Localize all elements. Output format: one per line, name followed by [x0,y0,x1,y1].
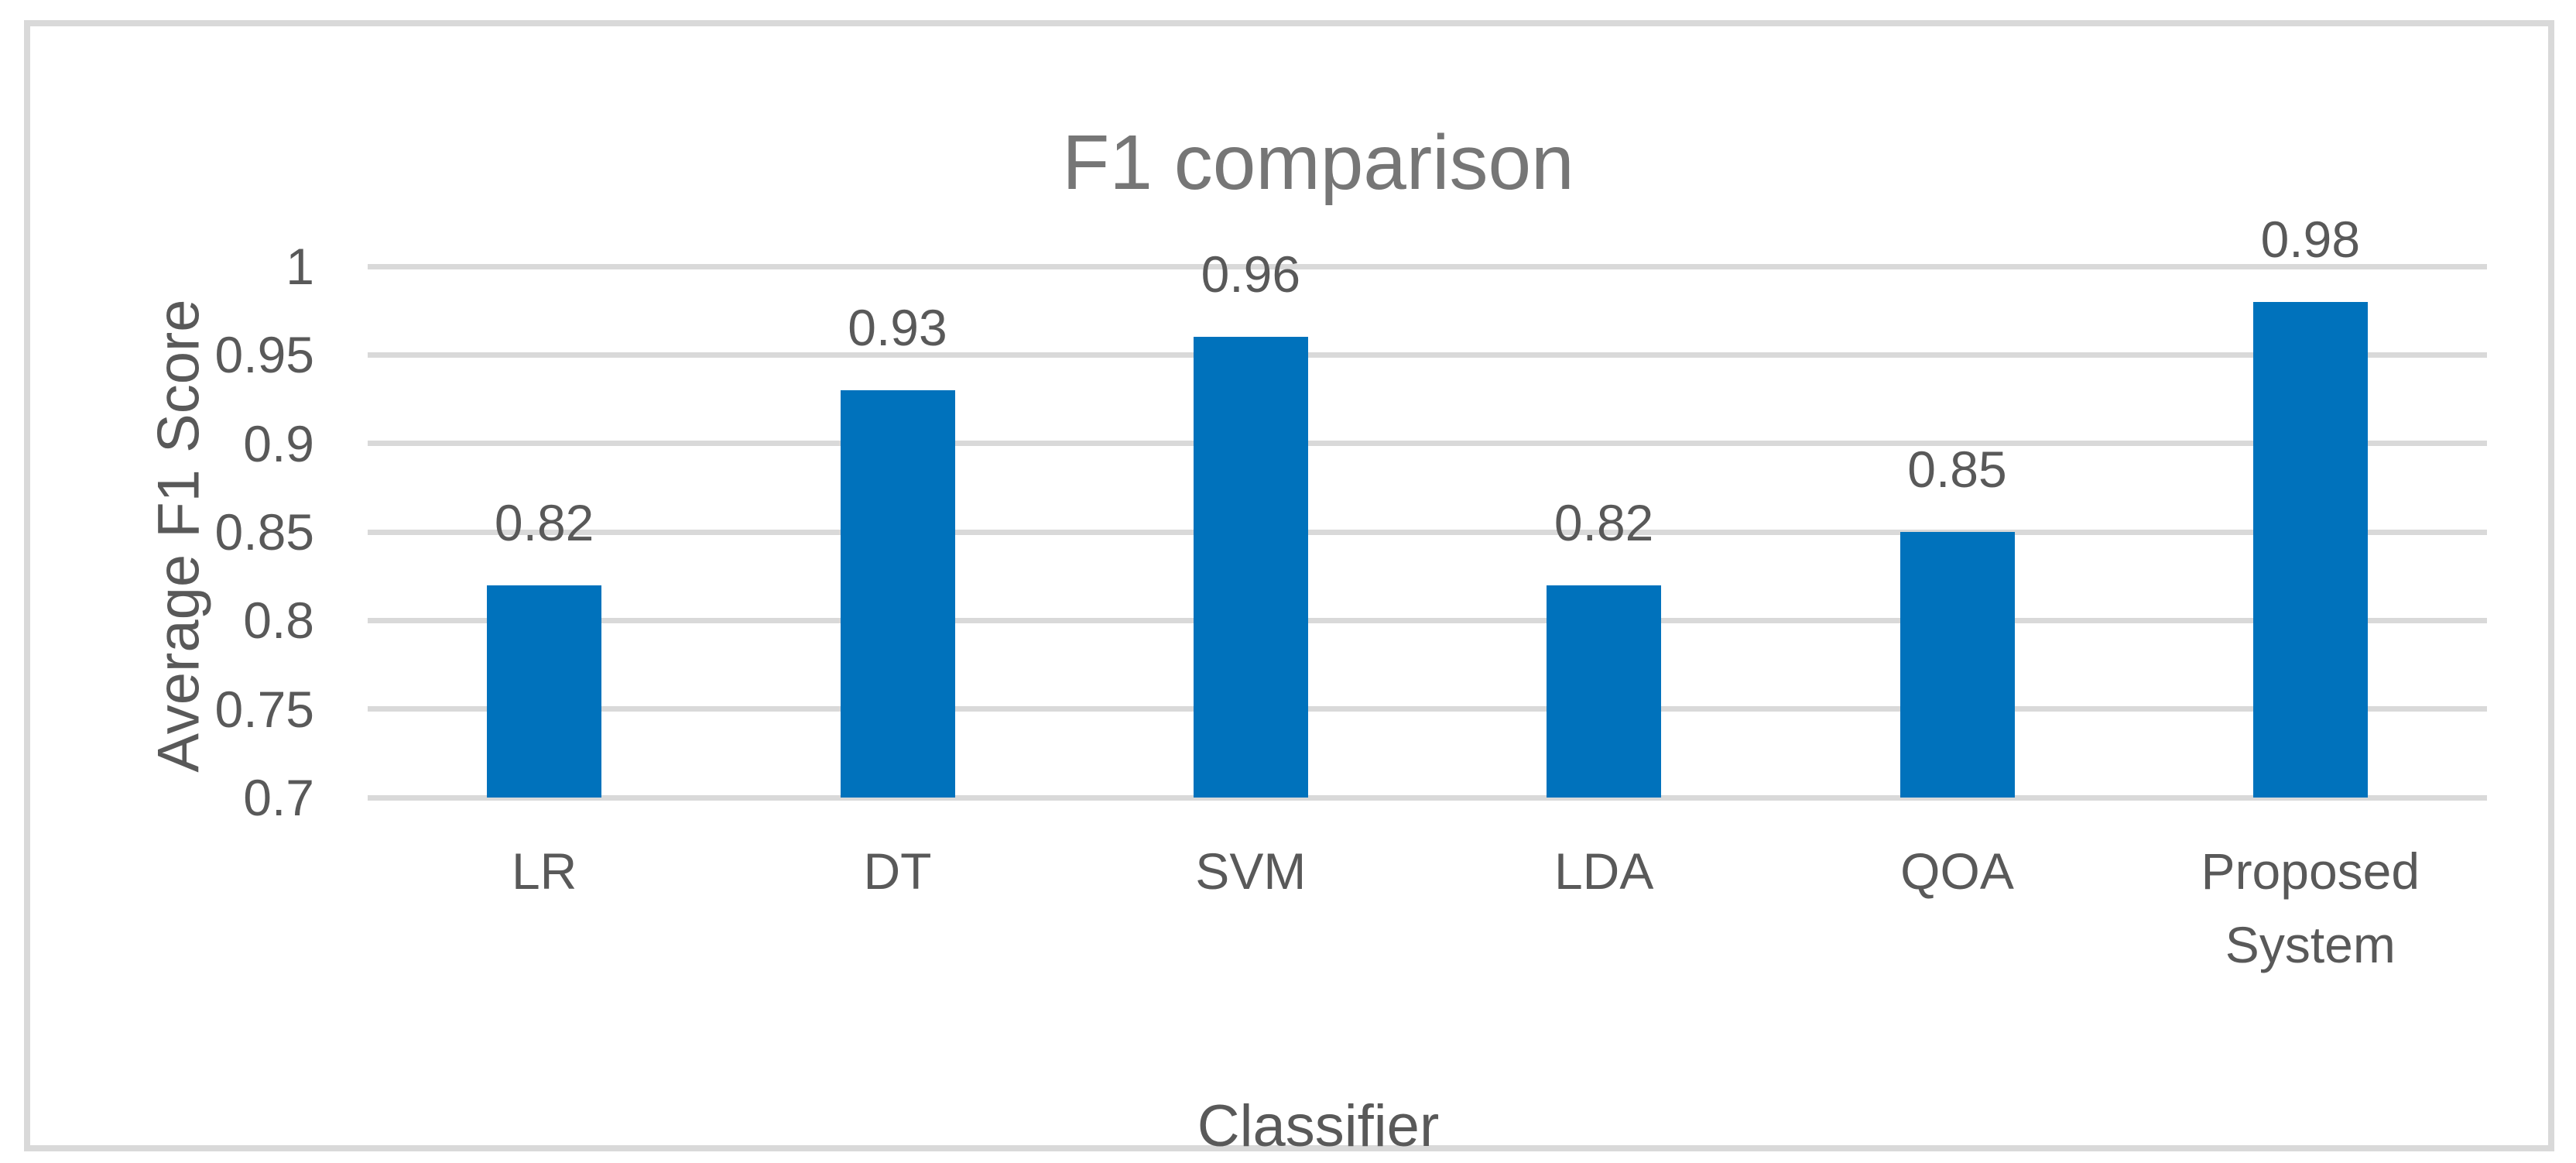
x-category-label: LDA [1553,842,1654,900]
x-category-label: DT [863,842,932,900]
x-category-label: LR [511,842,577,900]
bar-proposed-system [2252,301,2368,798]
gridline [368,263,2487,269]
y-tick-label: 0.75 [214,680,314,738]
y-tick-label: 0.7 [243,769,314,826]
bar-dt [840,390,955,798]
x-category-label: SVM [1195,842,1307,900]
gridline [368,617,2487,623]
gridline [368,441,2487,447]
bar-lda [1547,585,1662,798]
data-label: 0.96 [1201,245,1301,304]
bar-lr [487,585,602,798]
gridline [368,529,2487,535]
y-tick-label: 0.9 [243,414,314,472]
gridline [368,706,2487,712]
chart-title: F1 comparison [1062,119,1574,206]
y-tick-label: 1 [286,238,314,295]
x-category-label: Proposed System [2201,842,2420,973]
data-label: 0.85 [1907,441,2007,498]
chart-frame: F1 comparison Average F1 Score Classifie… [24,20,2554,1159]
y-tick-label: 0.85 [214,503,314,561]
x-axis-title: Classifier [1197,1093,1440,1159]
y-tick-label: 0.95 [214,326,314,384]
data-label: 0.82 [1553,493,1654,551]
data-label: 0.93 [848,299,947,357]
bar-qoa [1899,532,2015,798]
gridline [368,794,2487,801]
bar-svm [1193,337,1308,798]
data-label: 0.98 [2260,210,2361,268]
x-category-label: QOA [1900,842,2014,900]
y-tick-label: 0.8 [243,592,314,650]
data-label: 0.82 [494,493,594,551]
gridline [368,352,2487,358]
